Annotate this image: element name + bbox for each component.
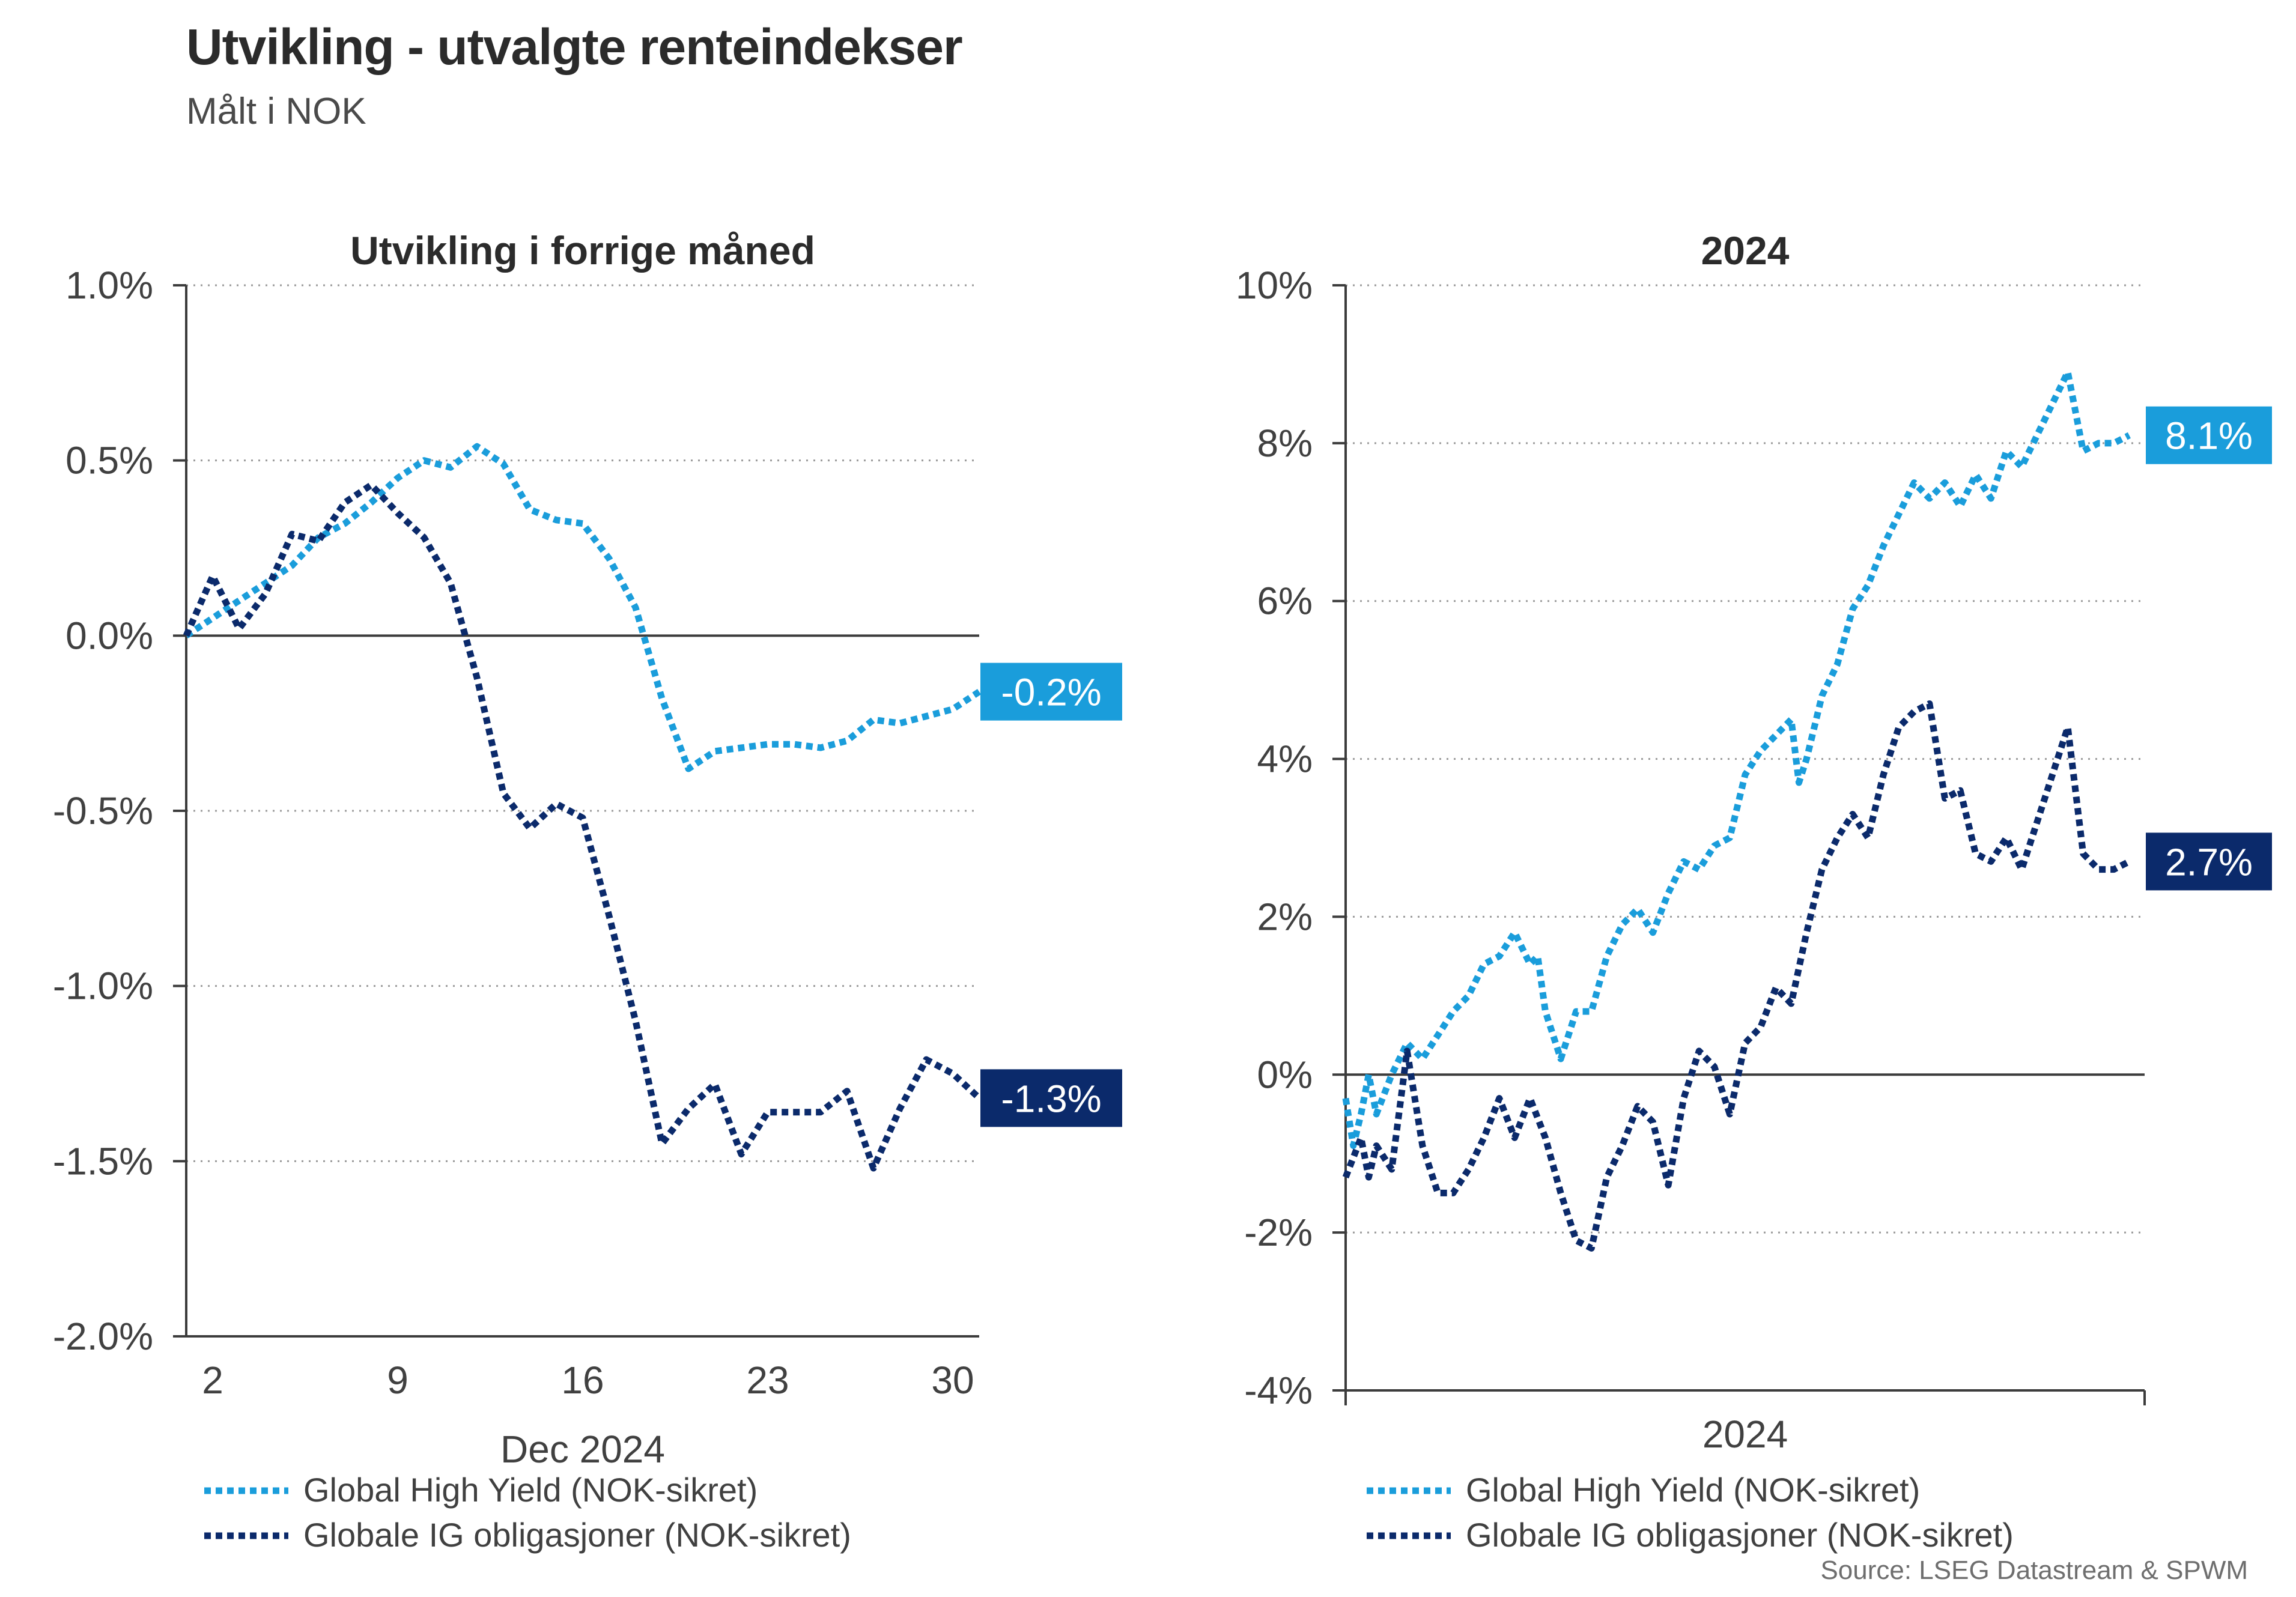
chart1-x-tick-label: 16: [561, 1359, 604, 1402]
chart2-series-ig-line: [1342, 700, 2131, 1252]
chart1-y-tick-label: 1.0%: [65, 264, 153, 307]
chart1-y-tick-label: -1.5%: [53, 1139, 153, 1183]
chart1-y-tick-label: 0.5%: [65, 439, 153, 482]
chart2-y-tick-label: -2%: [1244, 1211, 1313, 1254]
chart1-x-tick-label: 9: [387, 1359, 408, 1402]
chart2-end-label-high-yield: 8.1%: [2165, 414, 2253, 458]
chart2-legend-label-high-yield: Global High Yield (NOK-sikret): [1466, 1471, 1920, 1509]
chart1-end-badge-ig: [980, 1069, 1122, 1127]
chart1-x-tick-label: 2: [202, 1359, 223, 1402]
chart1-legend-label-ig: Globale IG obligasjoner (NOK-sikret): [303, 1516, 851, 1554]
chart2-end-badge-high-yield: [2146, 406, 2272, 464]
page-subtitle: Målt i NOK: [186, 91, 366, 132]
chart1-title: Utvikling i forrige måned: [350, 228, 815, 273]
chart1-end-label-high-yield: -0.2%: [1001, 671, 1101, 714]
chart2-y-tick-label: 10%: [1236, 264, 1313, 307]
chart1-end-badge-high-yield: [980, 662, 1122, 721]
chart2-x-label: 2024: [1702, 1413, 1788, 1456]
chart1-series-high-yield-line: [184, 443, 982, 772]
chart1-y-tick-label: -0.5%: [53, 789, 153, 832]
chart2-y-tick-label: 8%: [1257, 422, 1313, 465]
chart1-x-tick-label: 23: [746, 1359, 789, 1402]
chart2-y-tick-label: 2%: [1257, 895, 1313, 938]
page-title: Utvikling - utvalgte renteindekser: [186, 19, 963, 75]
chart1-y-tick-label: -1.0%: [53, 965, 153, 1008]
chart2-y-tick-label: 4%: [1257, 738, 1313, 781]
chart1-y-tick-label: -2.0%: [53, 1315, 153, 1358]
source-note: Source: LSEG Datastream & SPWM: [1820, 1556, 2248, 1585]
chart2-end-badge-ig: [2146, 832, 2272, 891]
chart2-y-tick-label: -4%: [1244, 1369, 1313, 1412]
chart1-x-label: Dec 2024: [500, 1428, 665, 1471]
chart1-y-tick-label: 0.0%: [65, 614, 153, 657]
chart2-series-high-yield-line: [1342, 369, 2131, 1150]
chart2-title: 2024: [1701, 228, 1790, 273]
chart2-y-tick-label: 0%: [1257, 1053, 1313, 1096]
chart2-y-tick-label: 6%: [1257, 580, 1313, 623]
chart1-series-ig-line: [183, 482, 982, 1172]
chart1-end-label-ig: -1.3%: [1001, 1077, 1101, 1120]
chart1-x-tick-label: 30: [931, 1359, 974, 1402]
chart2-end-label-ig: 2.7%: [2165, 840, 2253, 883]
chart2-legend-label-ig: Globale IG obligasjoner (NOK-sikret): [1466, 1516, 2014, 1554]
chart1-legend-label-high-yield: Global High Yield (NOK-sikret): [303, 1471, 758, 1509]
